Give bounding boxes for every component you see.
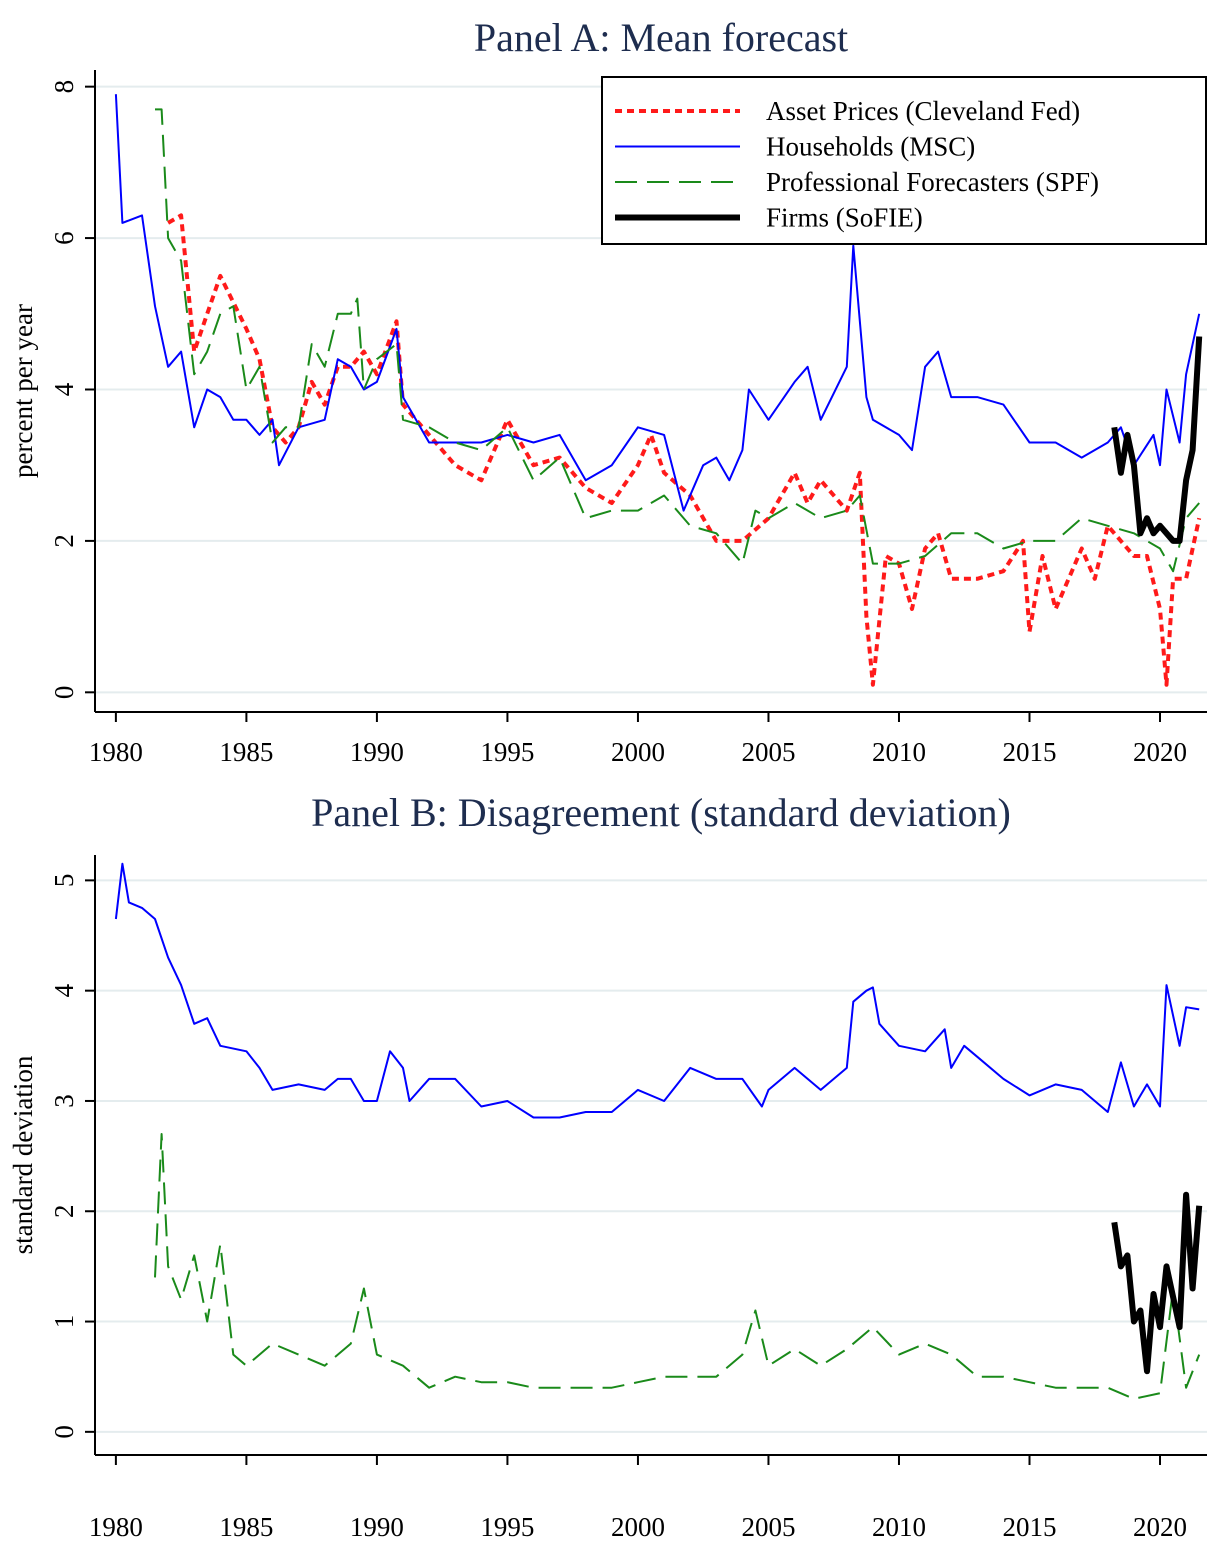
x-tick-label: 2015 <box>1002 737 1056 767</box>
y-tick-label: 3 <box>49 1094 79 1108</box>
x-tick-label: 2000 <box>611 1512 665 1542</box>
x-tick-label: 2015 <box>1002 1512 1056 1542</box>
series-line <box>1111 336 1203 544</box>
x-tick-label: 1985 <box>219 737 273 767</box>
x-tick-label: 2005 <box>741 737 795 767</box>
y-tick-label: 4 <box>49 382 79 396</box>
y-tick-label: 8 <box>49 80 79 94</box>
x-tick-label: 1990 <box>350 1512 404 1542</box>
y-axis-label: standard deviation <box>8 1055 38 1254</box>
x-tick-label: 2005 <box>741 1512 795 1542</box>
legend-label: Asset Prices (Cleveland Fed) <box>766 96 1080 126</box>
y-tick-label: 6 <box>49 231 79 245</box>
x-tick-label: 1995 <box>480 737 534 767</box>
y-tick-label: 0 <box>49 1425 79 1439</box>
x-tick-label: 2000 <box>611 737 665 767</box>
x-tick-label: 2020 <box>1133 1512 1187 1542</box>
y-tick-label: 5 <box>49 874 79 888</box>
y-axis-label: percent per year <box>8 304 38 478</box>
y-tick-label: 0 <box>49 686 79 700</box>
y-tick-label: 4 <box>49 983 79 997</box>
series-line <box>155 108 1200 573</box>
panel-title: Panel B: Disagreement (standard deviatio… <box>311 790 1011 835</box>
x-tick-label: 2010 <box>872 737 926 767</box>
x-tick-label: 1980 <box>89 1512 143 1542</box>
x-tick-label: 1995 <box>480 1512 534 1542</box>
y-tick-label: 2 <box>49 1205 79 1219</box>
series-line <box>1111 1191 1203 1375</box>
x-tick-label: 1980 <box>89 737 143 767</box>
x-tick-label: 1990 <box>350 737 404 767</box>
series-line <box>154 1133 1201 1400</box>
panel-title: Panel A: Mean forecast <box>474 15 848 60</box>
x-tick-label: 2020 <box>1133 737 1187 767</box>
y-tick-label: 2 <box>49 534 79 548</box>
x-tick-label: 2010 <box>872 1512 926 1542</box>
legend-label: Firms (SoFIE) <box>766 203 923 233</box>
series-line <box>114 94 1201 512</box>
series-line <box>114 862 1200 1119</box>
y-tick-label: 1 <box>49 1315 79 1329</box>
legend-label: Households (MSC) <box>766 132 975 162</box>
x-tick-label: 1985 <box>219 1512 273 1542</box>
legend-label: Professional Forecasters (SPF) <box>766 167 1099 197</box>
series-line <box>167 213 1202 687</box>
